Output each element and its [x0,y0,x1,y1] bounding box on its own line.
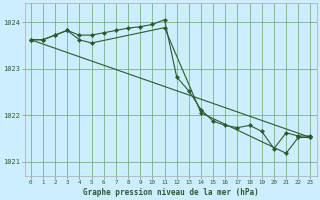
X-axis label: Graphe pression niveau de la mer (hPa): Graphe pression niveau de la mer (hPa) [83,188,259,197]
